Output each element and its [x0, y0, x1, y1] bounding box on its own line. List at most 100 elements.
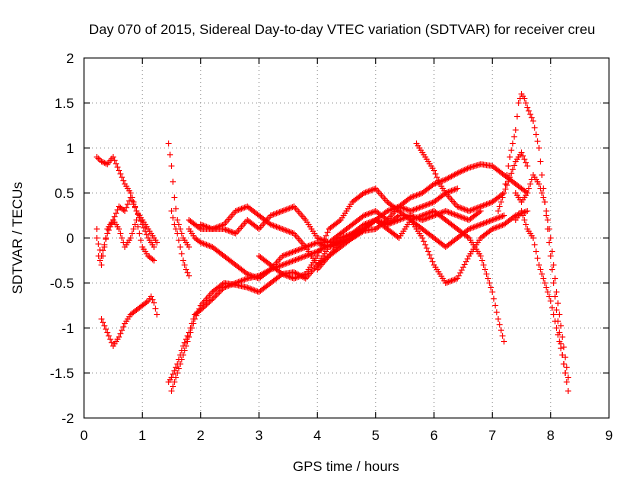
data-point: [279, 226, 286, 232]
data-point: [553, 325, 560, 331]
data-point: [280, 226, 287, 233]
data-point: [136, 230, 143, 237]
data-point: [501, 212, 507, 219]
data-point: [108, 339, 115, 346]
data-point: [286, 228, 293, 235]
data-point: [460, 205, 467, 212]
data-point: [107, 336, 114, 343]
data-point: [473, 223, 480, 230]
data-point: [442, 280, 449, 286]
data-point: [467, 225, 474, 232]
data-point: [102, 326, 109, 333]
data-point: [420, 202, 427, 209]
data-point: [552, 293, 559, 300]
data-point: [165, 140, 172, 147]
data-point: [113, 160, 120, 167]
data-point: [118, 235, 125, 241]
data-point: [387, 220, 394, 227]
data-point: [536, 181, 542, 187]
data-point: [499, 194, 506, 201]
data-point: [385, 220, 392, 227]
data-point: [563, 379, 570, 385]
data-point: [467, 207, 474, 214]
data-point: [285, 205, 292, 212]
data-point: [565, 374, 572, 381]
data-point: [244, 284, 251, 291]
data-point: [496, 214, 503, 221]
data-point: [216, 223, 223, 230]
data-point: [326, 244, 332, 250]
data-point: [200, 240, 207, 247]
data-point: [194, 309, 201, 316]
data-point: [216, 288, 223, 295]
data-point: [186, 334, 192, 340]
data-point: [197, 221, 204, 228]
data-point: [503, 182, 510, 189]
data-point: [168, 388, 175, 394]
data-point: [212, 224, 219, 231]
data-point: [448, 277, 455, 284]
data-point: [274, 209, 281, 216]
data-point: [277, 262, 284, 269]
data-point: [397, 216, 404, 223]
data-point: [498, 327, 505, 334]
data-point: [123, 204, 130, 211]
data-point: [295, 246, 302, 253]
data-point: [410, 215, 417, 222]
data-point: [480, 220, 487, 227]
data-point: [471, 223, 478, 230]
data-point: [102, 236, 109, 243]
data-point: [466, 226, 472, 232]
data-point: [552, 318, 559, 325]
data-point: [336, 218, 343, 225]
data-point: [458, 168, 465, 175]
data-point: [318, 242, 325, 249]
data-point: [543, 284, 550, 291]
data-point: [495, 223, 502, 230]
data-point: [371, 208, 378, 215]
y-tick-label: 0.5: [55, 185, 75, 201]
data-point: [143, 231, 150, 238]
data-point: [213, 224, 220, 231]
data-point: [279, 271, 286, 277]
data-point: [404, 206, 411, 213]
data-point: [321, 236, 328, 243]
data-point: [460, 214, 467, 221]
data-point: [417, 204, 424, 211]
data-point: [365, 188, 372, 195]
data-point: [140, 224, 147, 231]
data-point: [538, 271, 545, 277]
data-point: [534, 255, 541, 262]
data-point: [177, 361, 184, 367]
data-point: [460, 167, 467, 174]
data-point: [289, 204, 296, 211]
data-point: [175, 365, 182, 372]
data-point: [169, 214, 176, 221]
data-point: [117, 230, 124, 237]
data-point: [215, 223, 222, 230]
data-point: [309, 250, 316, 257]
data-point: [188, 325, 195, 331]
data-point: [550, 262, 557, 268]
series-arc-5: [165, 140, 192, 250]
data-point: [254, 274, 261, 281]
data-point: [288, 274, 295, 281]
data-point: [396, 217, 402, 223]
data-point: [117, 170, 124, 177]
x-tick-label: 6: [430, 427, 438, 443]
data-point: [107, 223, 114, 230]
data-point: [458, 214, 465, 221]
y-axis-label: SDTVAR / TECUs: [9, 182, 25, 294]
data-point: [428, 255, 435, 262]
data-point: [307, 242, 314, 249]
data-point: [127, 235, 134, 241]
y-tick-label: 0: [66, 230, 74, 246]
data-point: [151, 257, 157, 264]
data-point: [213, 291, 220, 298]
data-point: [239, 277, 246, 284]
x-axis-label: GPS time / hours: [293, 458, 400, 474]
data-point: [225, 227, 232, 234]
data-point: [288, 204, 295, 211]
data-point: [133, 217, 140, 223]
data-point: [550, 280, 557, 286]
